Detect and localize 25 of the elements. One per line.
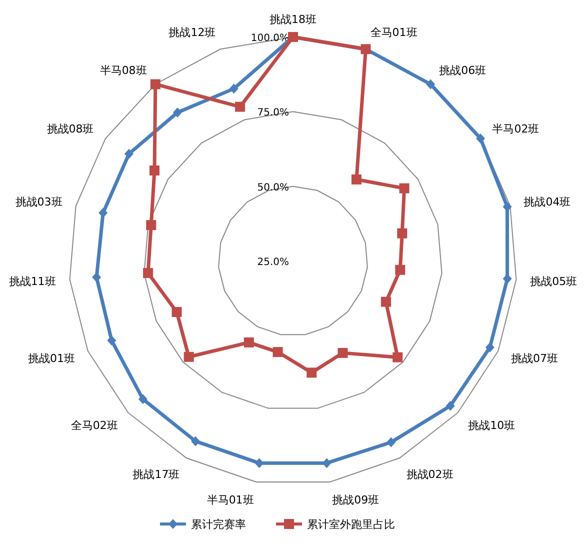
spoke-label: 半马01班 (206, 494, 254, 507)
spoke-label: 挑战07班 (510, 352, 558, 366)
spoke-label: 全马02班 (70, 418, 118, 432)
y-tick-label: 75.0% (257, 108, 289, 119)
spoke-label: 挑战18班 (270, 13, 316, 26)
spoke-label: 挑战01班 (28, 352, 76, 366)
spoke-label: 挑战08班 (46, 122, 94, 136)
legend-label: 累计室外跑里占比 (307, 518, 395, 531)
legend-label: 累计完赛率 (191, 518, 246, 531)
spoke-label: 挑战10班 (468, 418, 516, 432)
spoke-label: 挑战12班 (168, 26, 216, 40)
spoke-label: 挑战06班 (439, 64, 486, 78)
spoke-label: 半马08班 (100, 64, 147, 78)
spoke-label: 挑战09班 (332, 494, 380, 507)
spoke-label: 挑战03班 (15, 196, 62, 209)
spoke-label: 挑战04班 (524, 196, 571, 209)
y-tick-label: 100.0% (250, 33, 289, 44)
spoke-label: 挑战17班 (132, 468, 180, 481)
spoke-label: 挑战02班 (406, 468, 454, 481)
spoke-label: 挑战11班 (8, 274, 56, 288)
y-tick-label: 50.0% (257, 182, 289, 194)
spoke-label: 半马02班 (492, 122, 540, 136)
spoke-label: 全马01班 (370, 26, 418, 40)
spoke-label: 挑战05班 (530, 274, 578, 288)
y-tick-label: 25.0% (257, 257, 289, 268)
